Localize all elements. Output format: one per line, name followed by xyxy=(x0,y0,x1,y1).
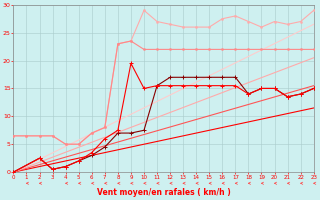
X-axis label: Vent moyen/en rafales ( km/h ): Vent moyen/en rafales ( km/h ) xyxy=(97,188,230,197)
